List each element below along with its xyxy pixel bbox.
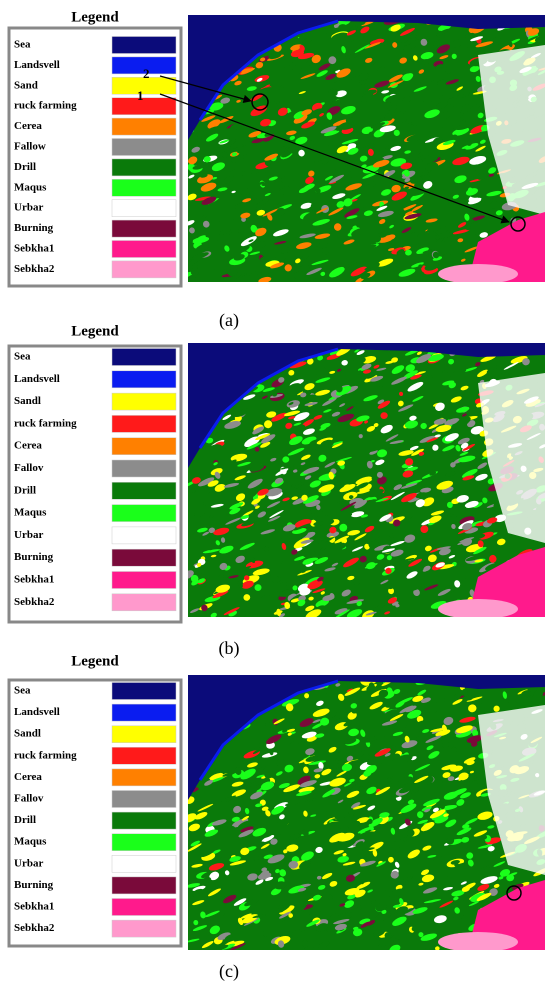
legend-swatch (112, 349, 176, 366)
legend-swatch (112, 704, 176, 721)
legend-swatch (112, 747, 176, 764)
caption: (c) (219, 961, 239, 982)
legend-label: Maqus (14, 181, 47, 193)
legend-swatch (112, 549, 176, 566)
legend-swatch (112, 920, 176, 937)
legend-label: Sea (14, 351, 31, 363)
legend-label: ruck farming (14, 100, 77, 112)
legend-swatch (112, 37, 176, 54)
legend-swatch (112, 769, 176, 786)
legend-label: Cerea (14, 440, 42, 452)
legend-label: Sebkha2 (14, 922, 55, 934)
map-sebkha-light (438, 264, 518, 284)
legend-label: Sand (14, 79, 38, 91)
legend-label: Drill (14, 484, 36, 496)
legend-label: Landsvell (14, 373, 60, 385)
legend-label: Sebkha1 (14, 574, 54, 586)
legend-swatch (112, 572, 176, 589)
legend-swatch (112, 683, 176, 700)
legend-label: Fallow (14, 141, 46, 153)
legend-swatch (112, 415, 176, 432)
legend-swatch (112, 118, 176, 135)
map (181, 339, 545, 623)
legend-swatch (112, 371, 176, 388)
legend-label: Urbar (14, 529, 43, 541)
legend-label: Urbar (14, 857, 43, 869)
legend-swatch (112, 220, 176, 237)
legend-title: Legend (71, 323, 119, 339)
caption: (b) (219, 638, 240, 659)
figure: Legend Sea Landsvell Sand ruck farming Cerea F… (0, 0, 545, 990)
legend-swatch (112, 139, 176, 156)
legend-title: Legend (71, 9, 119, 25)
panel: Legend Sea Landsvell Sand ruck farming Cerea F… (9, 8, 545, 331)
legend-swatch (112, 159, 176, 176)
legend-label: Sebkha1 (14, 901, 54, 913)
legend-label: Maqus (14, 507, 47, 519)
legend-label: Cerea (14, 771, 42, 783)
map-sebkha-light (438, 599, 518, 619)
legend-swatch (112, 812, 176, 829)
legend-label: Landsvell (14, 706, 60, 718)
legend-label: ruck farming (14, 749, 77, 761)
legend-swatch (112, 438, 176, 455)
panel: Legend Sea Landsvell Sandl ruck farming Cerea… (9, 323, 545, 659)
legend-label: Sebkha2 (14, 596, 55, 608)
map (181, 8, 545, 285)
legend-label: Maqus (14, 836, 47, 848)
legend-swatch (112, 527, 176, 544)
annotation-label: 2 (143, 66, 150, 81)
legend-swatch (112, 877, 176, 894)
legend-swatch (112, 594, 176, 611)
legend-label: Landsvell (14, 59, 60, 71)
legend-swatch (112, 505, 176, 522)
legend-swatch (112, 460, 176, 477)
legend-label: Sebkha2 (14, 263, 55, 275)
legend-label: Sea (14, 39, 31, 51)
legend-label: Sea (14, 685, 31, 697)
legend-swatch (112, 791, 176, 808)
legend-swatch (112, 200, 176, 217)
legend-label: ruck farming (14, 417, 77, 429)
map-sebkha-light (438, 932, 518, 952)
legend-label: Burning (14, 551, 54, 563)
caption: (a) (219, 310, 239, 331)
legend-label: Sebkha1 (14, 243, 54, 255)
annotation-label: 1 (137, 88, 144, 103)
legend-label: Drill (14, 161, 36, 173)
legend-label: Sandl (14, 395, 41, 407)
legend-label: Fallov (14, 462, 44, 474)
legend-title: Legend (71, 653, 119, 669)
legend-swatch (112, 261, 176, 278)
legend-label: Urbar (14, 202, 43, 214)
legend-label: Burning (14, 879, 54, 891)
legend-label: Fallov (14, 793, 44, 805)
legend-label: Sandl (14, 728, 41, 740)
legend-label: Drill (14, 814, 36, 826)
legend-swatch (112, 834, 176, 851)
legend-swatch (112, 855, 176, 872)
legend-swatch (112, 726, 176, 743)
map (180, 670, 545, 955)
legend-swatch (112, 241, 176, 258)
legend-swatch (112, 393, 176, 410)
legend-swatch (112, 98, 176, 115)
panel: Legend Sea Landsvell Sandl ruck farming Cerea… (9, 653, 545, 982)
legend-swatch (112, 899, 176, 916)
legend-label: Burning (14, 222, 54, 234)
legend-label: Cerea (14, 120, 42, 132)
legend-swatch (112, 482, 176, 499)
legend-swatch (112, 179, 176, 196)
